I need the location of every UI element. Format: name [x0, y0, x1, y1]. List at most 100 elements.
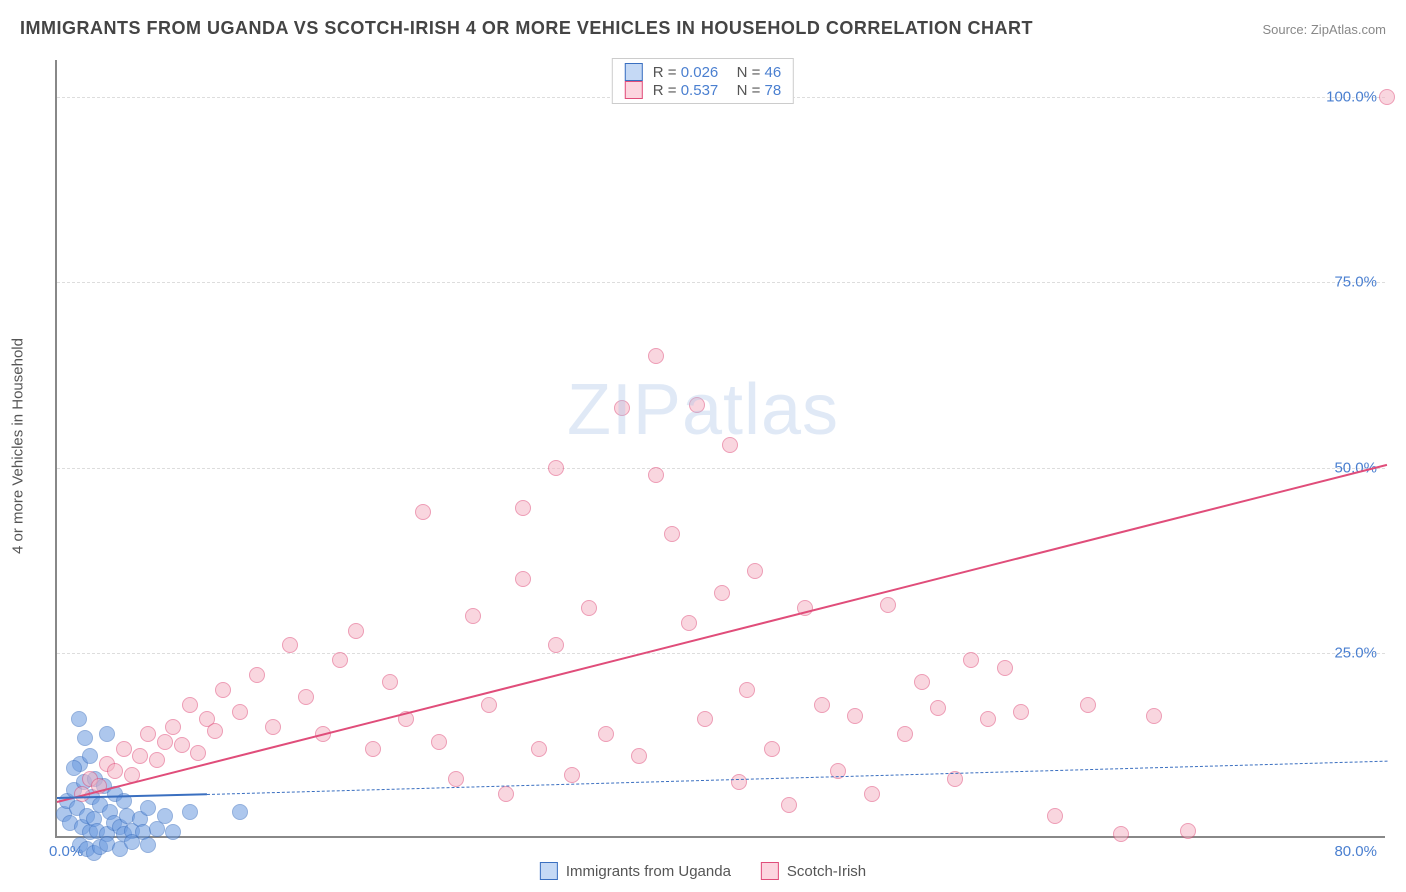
data-point: [157, 808, 173, 824]
data-point: [681, 615, 697, 631]
gridline: [57, 468, 1385, 469]
legend-series: Immigrants from Uganda Scotch-Irish: [532, 860, 874, 882]
legend-row: R = 0.026 N = 46: [625, 63, 781, 81]
data-point: [448, 771, 464, 787]
data-point: [963, 652, 979, 668]
data-point: [77, 730, 93, 746]
data-point: [157, 734, 173, 750]
data-point: [631, 748, 647, 764]
data-point: [249, 667, 265, 683]
data-point: [581, 600, 597, 616]
data-point: [498, 786, 514, 802]
data-point: [1013, 704, 1029, 720]
data-point: [515, 571, 531, 587]
data-point: [124, 834, 140, 850]
legend-n-label: N = 78: [728, 82, 781, 99]
ytick-label: 100.0%: [1326, 89, 1377, 106]
legend-swatch: [625, 81, 643, 99]
data-point: [365, 741, 381, 757]
data-point: [140, 837, 156, 853]
data-point: [190, 745, 206, 761]
data-point: [481, 697, 497, 713]
legend-r-label: R = 0.026: [653, 64, 718, 81]
chart-title: IMMIGRANTS FROM UGANDA VS SCOTCH-IRISH 4…: [20, 18, 1033, 39]
legend-row: R = 0.537 N = 78: [625, 81, 781, 99]
data-point: [598, 726, 614, 742]
data-point: [731, 774, 747, 790]
data-point: [722, 437, 738, 453]
data-point: [215, 682, 231, 698]
data-point: [149, 752, 165, 768]
data-point: [648, 348, 664, 364]
data-point: [165, 824, 181, 840]
data-point: [99, 726, 115, 742]
data-point: [1047, 808, 1063, 824]
y-axis-label: 4 or more Vehicles in Household: [10, 338, 27, 554]
data-point: [182, 697, 198, 713]
data-point: [548, 460, 564, 476]
data-point: [814, 697, 830, 713]
data-point: [165, 719, 181, 735]
data-point: [648, 467, 664, 483]
legend-label: Immigrants from Uganda: [566, 863, 731, 880]
data-point: [265, 719, 281, 735]
gridline: [57, 282, 1385, 283]
xtick-label: 80.0%: [1334, 843, 1377, 860]
data-point: [465, 608, 481, 624]
data-point: [980, 711, 996, 727]
trend-line: [207, 760, 1387, 794]
data-point: [140, 800, 156, 816]
data-point: [232, 804, 248, 820]
legend-label: Scotch-Irish: [787, 863, 866, 880]
data-point: [71, 711, 87, 727]
data-point: [548, 637, 564, 653]
data-point: [66, 760, 82, 776]
data-point: [531, 741, 547, 757]
legend-r-label: R = 0.537: [653, 82, 718, 99]
legend-item: Scotch-Irish: [761, 862, 866, 880]
data-point: [298, 689, 314, 705]
data-point: [764, 741, 780, 757]
data-point: [614, 400, 630, 416]
data-point: [689, 397, 705, 413]
ytick-label: 25.0%: [1334, 644, 1377, 661]
data-point: [1146, 708, 1162, 724]
data-point: [182, 804, 198, 820]
data-point: [914, 674, 930, 690]
data-point: [382, 674, 398, 690]
data-point: [116, 741, 132, 757]
data-point: [82, 748, 98, 764]
legend-correlation: R = 0.026 N = 46R = 0.537 N = 78: [612, 58, 794, 104]
legend-swatch: [761, 862, 779, 880]
legend-swatch: [540, 862, 558, 880]
data-point: [897, 726, 913, 742]
plot-area: 25.0%50.0%75.0%100.0%0.0%80.0%: [55, 60, 1385, 838]
data-point: [174, 737, 190, 753]
legend-item: Immigrants from Uganda: [540, 862, 731, 880]
data-point: [564, 767, 580, 783]
data-point: [415, 504, 431, 520]
data-point: [107, 763, 123, 779]
data-point: [664, 526, 680, 542]
data-point: [348, 623, 364, 639]
data-point: [1080, 697, 1096, 713]
data-point: [747, 563, 763, 579]
data-point: [697, 711, 713, 727]
data-point: [431, 734, 447, 750]
data-point: [847, 708, 863, 724]
ytick-label: 75.0%: [1334, 274, 1377, 291]
data-point: [140, 726, 156, 742]
data-point: [739, 682, 755, 698]
legend-n-label: N = 46: [728, 64, 781, 81]
data-point: [781, 797, 797, 813]
data-point: [1180, 823, 1196, 839]
data-point: [930, 700, 946, 716]
data-point: [232, 704, 248, 720]
trend-line: [57, 464, 1387, 803]
data-point: [880, 597, 896, 613]
gridline: [57, 653, 1385, 654]
data-point: [714, 585, 730, 601]
data-point: [132, 748, 148, 764]
data-point: [997, 660, 1013, 676]
data-point: [1113, 826, 1129, 842]
